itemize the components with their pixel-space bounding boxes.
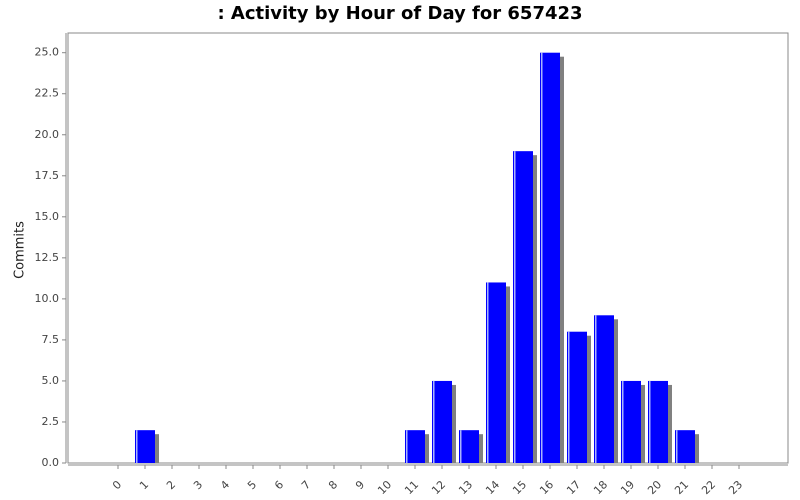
bar-highlight [649,380,651,463]
bar-highlight [514,151,516,463]
y-tick-label: 15.0 [35,210,60,223]
plot-area [67,32,789,464]
bar [432,380,452,463]
bar [459,430,479,463]
bar-highlight [406,430,408,463]
y-tick-label: 5.0 [42,374,60,387]
bar-highlight [622,380,624,463]
bar [594,315,614,463]
y-axis-label: Commits [13,221,28,279]
bar [621,380,641,463]
y-tick-label: 12.5 [35,251,60,264]
bar [648,380,668,463]
bar-highlight [487,282,489,463]
y-tick-label: 2.5 [42,415,60,428]
bar-highlight [136,430,138,463]
y-tick-label: 22.5 [35,87,60,100]
bar-highlight [676,430,678,463]
bar-highlight [541,52,543,464]
y-tick-label: 7.5 [42,333,60,346]
y-tick-label: 17.5 [35,169,60,182]
bar [135,430,155,463]
bar-highlight [433,380,435,463]
y-tick-label: 0.0 [42,456,60,469]
bar [405,430,425,463]
bar-highlight [460,430,462,463]
bar [513,151,533,463]
bar [567,331,587,463]
bar-highlight [568,331,570,463]
bar [486,282,506,463]
bar-highlight [595,315,597,463]
y-tick-label: 25.0 [35,46,60,59]
bar [540,52,560,464]
bar [675,430,695,463]
chart-title: : Activity by Hour of Day for 657423 [217,3,582,24]
y-tick-label: 10.0 [35,292,60,305]
y-tick-label: 20.0 [35,128,60,141]
